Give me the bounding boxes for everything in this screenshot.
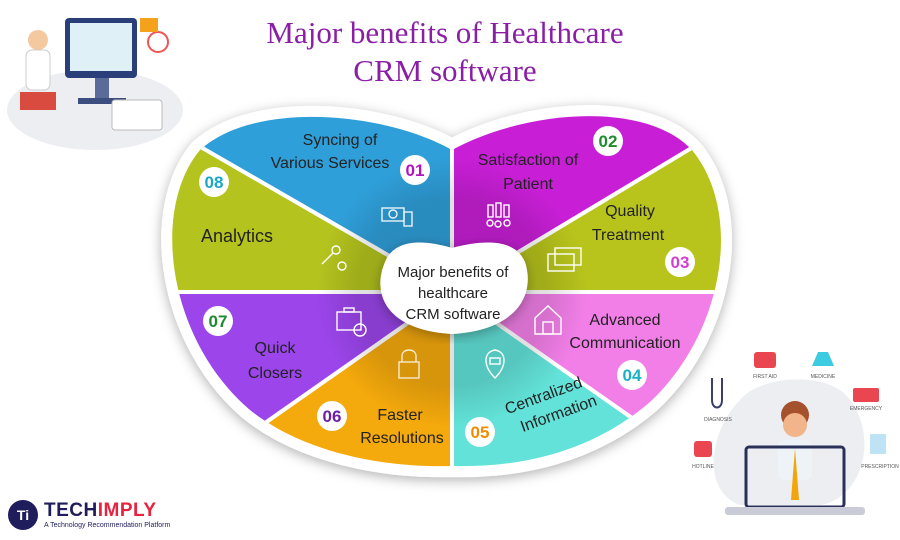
center-hub: [380, 242, 528, 334]
sector-08-analytics: 08 Analytics: [199, 167, 347, 271]
label-prescription: PRESCRIPTION: [861, 464, 899, 470]
number-text: 07: [209, 312, 228, 331]
logo-mark: Ti: [8, 500, 38, 530]
medals-icon: [486, 202, 511, 228]
prescription-icon: [870, 434, 886, 454]
location-pin-icon: [485, 349, 505, 379]
techimply-logo[interactable]: Ti TECHIMPLY A Technology Recommendation…: [8, 500, 170, 530]
phone-icon: [694, 441, 712, 457]
number-badge: [465, 417, 495, 447]
number-text: 03: [671, 253, 690, 272]
cards-icon: [547, 247, 582, 272]
title-line-1: Major benefits of Healthcare: [266, 15, 624, 50]
label-diagnosis: DIAGNOSIS: [704, 417, 732, 423]
label-emergency: EMERGENCY: [850, 406, 883, 412]
sector-label-line1: Analytics: [201, 226, 273, 246]
key-gear-icon: [321, 245, 347, 271]
center-line-3: CRM software: [405, 306, 500, 323]
first-aid-icon: [754, 352, 776, 368]
brand-part-1: TECH: [44, 500, 98, 521]
number-badge: [203, 306, 233, 336]
number-text: 08: [205, 173, 224, 192]
sector-label-line2: Various Services: [271, 155, 390, 172]
emergency-icon: [853, 388, 879, 402]
medicine-icon: [812, 352, 834, 366]
number-badge: [665, 247, 695, 277]
page-title: Major benefits of Healthcare CRM softwar…: [0, 14, 890, 90]
sector-label-line2: Resolutions: [360, 430, 444, 447]
building-icon: [534, 305, 562, 335]
sector-01-syncing: Syncing of Various Services 01: [271, 132, 430, 227]
sector-03-quality: Quality Treatment 03: [547, 203, 695, 277]
number-text: 04: [623, 366, 642, 385]
sector-07-quick: 07 Quick Closers: [203, 306, 367, 382]
sector-label-line1: Quality: [605, 203, 655, 220]
label-first-aid: FIRST AID: [753, 374, 777, 380]
number-badge: [617, 360, 647, 390]
sector-label-line2: Communication: [569, 335, 680, 352]
title-line-2: CRM software: [353, 53, 537, 88]
sector-label-line2: Patient: [503, 176, 553, 193]
sector-02-satisfaction: 02 Satisfaction of Patient: [478, 126, 623, 228]
logo-wordmark: TECHIMPLY: [44, 501, 170, 520]
sector-label-line2: Treatment: [592, 227, 665, 244]
number-text: 02: [599, 132, 618, 151]
center-line-1: Major benefits of: [398, 264, 510, 281]
number-badge: [317, 401, 347, 431]
number-text: 05: [471, 423, 490, 442]
money-icon: [381, 207, 413, 227]
briefcase-clock-icon: [336, 307, 367, 337]
number-text: 06: [323, 407, 342, 426]
brand-part-2: IMPLY: [97, 500, 157, 521]
label-medicine: MEDICINE: [811, 374, 836, 380]
sector-06-faster: 06 Faster Resolutions: [317, 349, 444, 447]
computer-doctor-illustration: [7, 18, 183, 150]
number-badge: [593, 126, 623, 156]
stethoscope-icon: [711, 378, 723, 409]
number-badge: [199, 167, 229, 197]
sector-label-line1: Syncing of: [303, 132, 378, 149]
doctor-laptop-illustration: FIRST AID MEDICINE EMERGENCY DIAGNOSIS H…: [692, 352, 899, 515]
sector-label-line2: Closers: [248, 365, 302, 382]
sector-label-line1: Quick: [255, 340, 297, 357]
center-line-2: healthcare: [418, 285, 488, 302]
number-text: 01: [406, 161, 425, 180]
sector-label-line1: Satisfaction of: [478, 152, 579, 169]
logo-tagline: A Technology Recommendation Platform: [44, 522, 171, 529]
sector-label-line1: Advanced: [589, 312, 660, 329]
sector-04-communication: Advanced Communication 04: [534, 305, 681, 390]
label-hotline: HOTLINE: [692, 464, 714, 470]
number-badge: [400, 155, 430, 185]
lock-shield-icon: [398, 349, 420, 379]
sector-label-line1: Faster: [377, 407, 423, 424]
